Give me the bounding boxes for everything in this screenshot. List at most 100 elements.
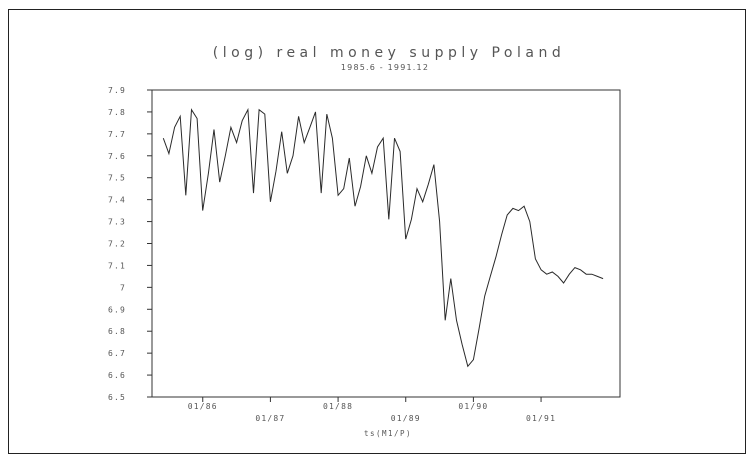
data-point	[270, 201, 271, 202]
data-point	[298, 116, 299, 117]
data-point	[230, 127, 231, 128]
data-point	[304, 142, 305, 143]
series-layer	[162, 107, 604, 368]
data-point	[275, 171, 276, 172]
y-tick-label: 6.7	[108, 349, 126, 358]
data-point	[213, 129, 214, 130]
data-point	[411, 219, 412, 220]
data-point	[422, 201, 423, 202]
data-point	[321, 193, 322, 194]
y-tick-label: 6.8	[108, 327, 126, 336]
data-point	[591, 274, 592, 275]
y-tick-label: 7.7	[108, 130, 126, 139]
data-point	[185, 195, 186, 196]
y-tick-label: 7.9	[108, 86, 126, 95]
y-tick-label: 7.1	[108, 261, 126, 270]
data-point	[242, 120, 243, 121]
data-point	[603, 278, 604, 279]
data-point	[462, 344, 463, 345]
data-point	[354, 206, 355, 207]
data-point	[433, 164, 434, 165]
data-point	[366, 155, 367, 156]
y-tick-label: 7.4	[108, 196, 126, 205]
chart-frame: (log) real money supply Poland 1985.6 - …	[8, 9, 746, 454]
data-point	[512, 208, 513, 209]
data-point	[552, 271, 553, 272]
y-tick-label: 7.6	[108, 152, 126, 161]
data-point	[541, 269, 542, 270]
data-point	[191, 109, 192, 110]
data-point	[524, 206, 525, 207]
data-point	[219, 182, 220, 183]
data-point	[574, 267, 575, 268]
data-point	[405, 239, 406, 240]
x-tick-label: 01/88	[323, 402, 353, 411]
data-point	[400, 151, 401, 152]
y-tick-label: 6.9	[108, 305, 126, 314]
y-tick-label: 7.5	[108, 174, 126, 183]
x-tick-label: 01/86	[188, 402, 218, 411]
y-tick-label: 7.3	[108, 218, 126, 227]
data-point	[563, 282, 564, 283]
data-point	[450, 278, 451, 279]
data-point	[518, 210, 519, 211]
x-tick-label: 01/87	[255, 414, 285, 423]
data-point	[501, 234, 502, 235]
data-point	[360, 186, 361, 187]
data-point	[484, 296, 485, 297]
data-point	[569, 274, 570, 275]
data-point	[580, 269, 581, 270]
data-point	[507, 214, 508, 215]
data-point	[535, 258, 536, 259]
x-tick-label: 01/89	[391, 414, 421, 423]
data-point	[439, 221, 440, 222]
data-point	[197, 118, 198, 119]
data-point	[259, 109, 260, 110]
y-axis: 6.5 6.6 6.7 6.8 6.9 7 7.1 7.2 7.3 7.4 7.5 7.6 7.7 7.8…	[108, 86, 152, 402]
data-point	[208, 173, 209, 174]
chart-subtitle: 1985.6 - 1991.12	[341, 63, 429, 72]
data-point	[546, 274, 547, 275]
x-axis: 01/86 01/87 01/88 01/89 01/90 01/91	[188, 397, 556, 423]
data-point	[478, 328, 479, 329]
data-point	[287, 173, 288, 174]
data-point	[236, 142, 237, 143]
data-point	[416, 188, 417, 189]
data-point	[529, 221, 530, 222]
x-tick-label: 01/90	[458, 402, 488, 411]
data-point	[163, 138, 164, 139]
x-axis-label: ts(M1/P)	[364, 429, 412, 438]
data-point	[292, 155, 293, 156]
y-tick-label: 7	[120, 283, 126, 292]
data-point	[264, 114, 265, 115]
data-point	[388, 219, 389, 220]
data-point	[180, 116, 181, 117]
plot-area	[151, 89, 621, 398]
data-point	[281, 131, 282, 132]
data-point	[377, 146, 378, 147]
data-point	[467, 366, 468, 367]
data-point	[495, 256, 496, 257]
x-tick-label: 01/91	[526, 414, 556, 423]
data-point	[338, 195, 339, 196]
data-point	[202, 210, 203, 211]
data-point	[225, 155, 226, 156]
data-point	[309, 127, 310, 128]
data-point	[371, 173, 372, 174]
data-point	[597, 276, 598, 277]
data-point	[456, 320, 457, 321]
data-point	[253, 193, 254, 194]
data-point	[343, 188, 344, 189]
chart-title: (log) real money supply Poland	[213, 45, 565, 61]
data-point	[445, 320, 446, 321]
y-tick-label: 7.8	[108, 108, 126, 117]
data-point	[428, 184, 429, 185]
data-point	[490, 276, 491, 277]
data-point	[332, 138, 333, 139]
data-point	[247, 109, 248, 110]
data-point	[473, 359, 474, 360]
data-point	[383, 138, 384, 139]
data-point	[349, 157, 350, 158]
series-line	[162, 107, 604, 368]
y-tick-label: 6.6	[108, 371, 126, 380]
